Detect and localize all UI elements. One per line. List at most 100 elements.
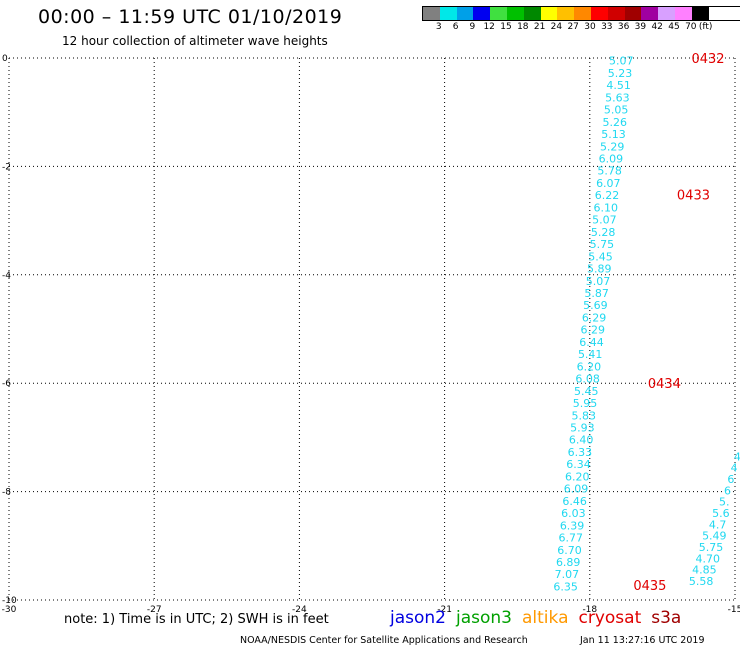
color-scale-label: 24: [550, 22, 563, 32]
wave-height-value: 6: [724, 484, 731, 497]
color-scale-label: 27: [567, 22, 579, 32]
lat-tick-label: -2: [2, 162, 11, 172]
wave-height-value: 5.93: [570, 422, 595, 435]
lon-tick-label: -18: [582, 605, 597, 615]
footer-timestamp: Jan 11 13:27:16 UTC 2019: [580, 635, 705, 646]
wave-height-value: 6.33: [568, 446, 593, 459]
color-scale-label: 9: [469, 22, 476, 32]
wave-height-value: 4: [731, 462, 738, 475]
wave-height-value: 5.45: [574, 385, 599, 398]
color-scale-label: 21: [533, 22, 546, 32]
color-scale-label: 18: [517, 22, 529, 32]
wave-height-value: 4.7: [709, 518, 727, 531]
wave-height-value: 6.20: [577, 360, 602, 373]
color-scale-label: 39: [634, 22, 647, 32]
color-scale-label: 45: [668, 22, 680, 32]
lon-tick-label: -30: [2, 605, 17, 615]
color-scale-label: 12: [483, 22, 495, 32]
color-scale-swatch: [506, 7, 524, 20]
wave-height-value: 5.6: [712, 507, 730, 520]
note-text: note: 1) Time is in UTC; 2) SWH is in fe…: [64, 612, 329, 627]
color-scale-swatch: [523, 7, 541, 20]
lon-tick-label: -27: [147, 605, 162, 615]
wave-height-value: 5.: [719, 496, 730, 509]
wave-height-value: 5.83: [571, 409, 596, 422]
color-scale-labels: 3 6 9 12 15 18 21 24 27 30 33 36 39 42 45 70 (ft): [422, 21, 740, 35]
color-scale-swatch: [456, 7, 474, 20]
color-scale-swatch: [557, 7, 575, 20]
color-scale-label: 3: [435, 22, 442, 32]
wave-height-value: 6.20: [565, 470, 590, 483]
wave-height-value: 5.75: [699, 541, 724, 554]
lon-tick-label: -21: [437, 605, 452, 615]
wave-height-value: 5.05: [604, 104, 629, 117]
color-scale-label: 30: [584, 22, 596, 32]
color-scale-swatch: [423, 7, 440, 20]
legend-item-jason2: jason2: [390, 608, 446, 628]
wave-height-value: 6.09: [564, 483, 589, 496]
wave-height-value: 4.70: [695, 552, 720, 565]
wave-height-value: 6.70: [557, 544, 582, 557]
wave-height-value: 5.41: [578, 348, 603, 361]
wave-height-value: 6.10: [593, 201, 618, 214]
wave-height-value: 6: [727, 473, 734, 486]
wave-height-value: 6.40: [569, 434, 594, 447]
legend-item-s3a: s3a: [651, 608, 682, 628]
wave-height-value: 5.69: [583, 299, 608, 312]
wave-height-value: 4: [734, 450, 740, 463]
wave-height-value: 6.07: [596, 177, 621, 190]
lat-tick-label: -4: [2, 271, 11, 281]
color-scale-label: 42: [651, 22, 663, 32]
wave-height-value: 6.89: [556, 556, 581, 569]
wave-height-value: 5.13: [601, 128, 626, 141]
wave-height-value: 5.78: [597, 165, 622, 178]
wave-height-value: 6.08: [575, 373, 600, 386]
satellite-legend: jason2 jason3 altika cryosat s3a: [390, 608, 691, 628]
wave-height-value: 6.35: [553, 580, 578, 593]
lat-tick-label: -6: [2, 379, 11, 389]
lon-tick-label: -15: [728, 605, 740, 615]
time-label: 0434: [648, 377, 681, 392]
color-scale-bar: [422, 6, 740, 21]
wave-height-value: 5.95: [573, 397, 598, 410]
color-scale-swatch: [624, 7, 642, 20]
wave-height-value: 6.77: [559, 532, 584, 545]
legend-item-altika: altika: [522, 608, 569, 628]
wave-height-value: 5.28: [591, 226, 616, 239]
wave-height-value: 6.29: [581, 324, 606, 337]
color-scale-swatch: [473, 7, 491, 20]
wave-height-value: 6.22: [595, 189, 620, 202]
wave-height-value: 5.87: [584, 287, 609, 300]
color-scale-swatch: [674, 7, 692, 20]
wave-height-value: 5.75: [590, 238, 615, 251]
wave-height-value: 5.58: [689, 575, 714, 588]
wave-height-value: 5.29: [600, 140, 625, 153]
color-scale-label: 15: [500, 22, 512, 32]
time-label: 0435: [633, 579, 666, 594]
wave-height-value: 5.89: [587, 263, 612, 276]
color-scale-swatch: [540, 7, 558, 20]
color-scale-swatch: [439, 7, 457, 20]
wave-height-value: 6.44: [579, 336, 604, 349]
wave-height-value: 5.45: [588, 250, 613, 263]
page-title: 00:00 – 11:59 UTC 01/10/2019: [38, 6, 343, 28]
wave-height-value: 5.49: [702, 530, 727, 543]
color-scale-unit: (ft): [698, 22, 713, 32]
color-scale-swatch: [691, 7, 709, 20]
wave-height-value: 6.39: [560, 519, 585, 532]
color-scale-swatch: [658, 7, 675, 20]
wave-height-value: 6.09: [599, 153, 624, 166]
color-scale-swatch: [490, 7, 507, 20]
color-scale-swatch: [590, 7, 608, 20]
time-label: 0432: [691, 52, 724, 67]
color-scale-legend: 3 6 9 12 15 18 21 24 27 30 33 36 39 42 45 70 (ft): [422, 6, 740, 35]
lon-tick-label: -24: [292, 605, 307, 615]
wave-height-value: 6.03: [561, 507, 586, 520]
wave-height-value: 6.34: [566, 458, 591, 471]
color-scale-label: 36: [617, 22, 630, 32]
footer-credit: NOAA/NESDIS Center for Satellite Applica…: [240, 635, 528, 646]
lat-tick-label: -8: [2, 488, 11, 498]
wave-height-value: 6.46: [562, 495, 587, 508]
color-scale-label: 33: [601, 22, 613, 32]
